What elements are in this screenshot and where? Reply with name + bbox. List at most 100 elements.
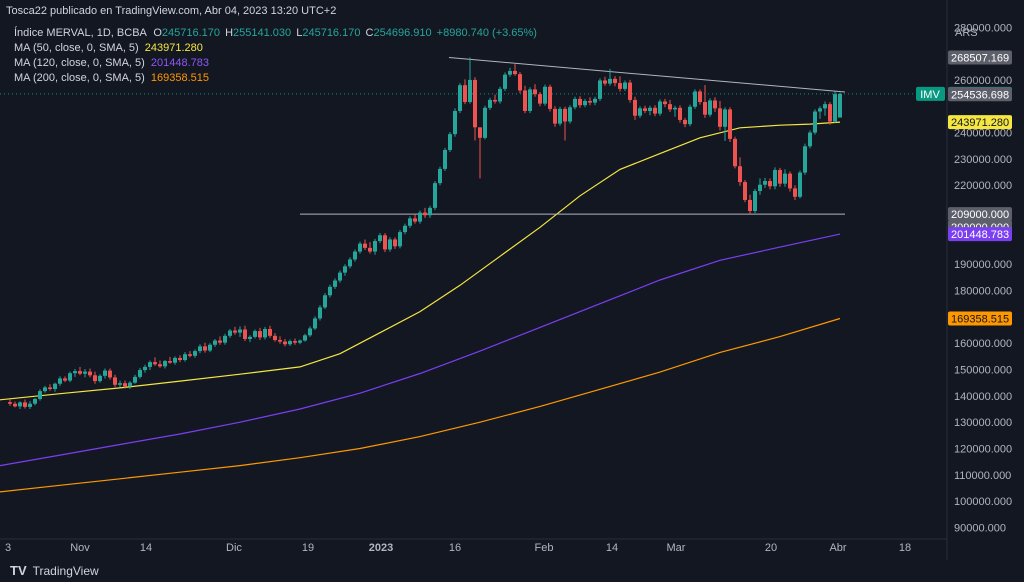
candle-body xyxy=(833,94,837,122)
legend-ma200-label: MA (200, close, 0, SMA, 5) xyxy=(14,72,145,84)
candle-body xyxy=(403,225,407,233)
candle-body xyxy=(493,99,497,102)
candle-body xyxy=(663,101,667,105)
x-tick-label: 16 xyxy=(449,542,461,554)
candle-body xyxy=(183,354,187,361)
y-tick-label: 130000.000 xyxy=(954,417,1012,429)
candle-body xyxy=(558,108,562,124)
candle-body xyxy=(18,402,22,407)
x-tick-label: Mar xyxy=(667,542,686,554)
legend-low-value: 245716.170 xyxy=(302,27,361,39)
legend-open-label: O xyxy=(153,27,162,39)
candle-body xyxy=(43,387,47,392)
candle-body xyxy=(618,83,622,89)
x-tick-label: Feb xyxy=(535,542,554,554)
ma-line xyxy=(0,317,841,493)
candle-body xyxy=(468,79,472,103)
candle-body xyxy=(58,378,62,384)
y-tick-label: 110000.000 xyxy=(954,470,1011,482)
candle-body xyxy=(443,149,447,169)
candle-body xyxy=(68,373,72,381)
candle-body xyxy=(668,104,672,110)
candle-body xyxy=(593,98,597,103)
candle-body xyxy=(228,330,232,336)
y-tick-label: 280000.000 xyxy=(954,22,1012,34)
price-tag-bg xyxy=(948,227,1012,242)
candle-body xyxy=(143,366,147,371)
candle-body xyxy=(53,383,57,389)
candle-body xyxy=(173,357,177,363)
candle-body xyxy=(613,78,617,84)
legend-ma120-label: MA (120, close, 0, SMA, 5) xyxy=(14,57,145,69)
candle-body xyxy=(578,98,582,106)
candle-body xyxy=(78,371,82,374)
y-tick-label: 100000.000 xyxy=(954,496,1012,508)
candle-body xyxy=(473,79,477,128)
candle-body xyxy=(598,80,602,99)
candle-body xyxy=(113,377,117,385)
chart-legend: Índice MERVAL, 1D, BCBA O245716.170 H255… xyxy=(14,26,537,86)
candle-body xyxy=(223,335,227,343)
candle-body xyxy=(523,90,527,111)
candle-body xyxy=(328,286,332,296)
y-tick-label: 230000.000 xyxy=(954,154,1012,166)
candle-body xyxy=(358,243,362,252)
legend-ma200-row[interactable]: MA (200, close, 0, SMA, 5) 169358.515 xyxy=(14,71,537,86)
candle-body xyxy=(433,183,437,208)
candle-body xyxy=(38,391,42,399)
publish-info: Tosca22 publicado en TradingView.com, Ab… xyxy=(6,5,337,17)
legend-symbol[interactable]: Índice MERVAL, 1D, BCBA xyxy=(14,27,147,39)
candle-body xyxy=(318,307,322,319)
candle-body xyxy=(138,370,142,377)
legend-symbol-row: Índice MERVAL, 1D, BCBA O245716.170 H255… xyxy=(14,26,537,41)
candle-body xyxy=(768,181,772,187)
legend-ma200-value: 169358.515 xyxy=(150,72,210,84)
x-tick-label: 20 xyxy=(765,542,777,554)
candle-body xyxy=(758,184,762,192)
price-tag-bg xyxy=(948,311,1012,326)
legend-ma50-row[interactable]: MA (50, close, 0, SMA, 5) 243971.280 xyxy=(14,41,537,56)
y-tick-label: 140000.000 xyxy=(954,391,1012,403)
candle-body xyxy=(798,172,802,197)
candle-body xyxy=(193,351,197,356)
symbol-tag-bg xyxy=(916,86,945,101)
candle-body xyxy=(693,91,697,107)
candle-body xyxy=(308,328,312,336)
x-tick-label: 3 xyxy=(5,542,11,554)
candle-body xyxy=(658,101,662,114)
legend-ma120-value: 201448.783 xyxy=(150,57,210,69)
candle-body xyxy=(653,107,657,114)
x-tick-label: 14 xyxy=(606,542,618,554)
tradingview-logo-icon[interactable]: TV xyxy=(10,563,27,578)
candle-body xyxy=(363,243,367,248)
x-tick-label: 19 xyxy=(302,542,314,554)
candle-body xyxy=(488,99,492,108)
candle-body xyxy=(783,173,787,184)
candle-body xyxy=(413,218,417,222)
legend-ma120-row[interactable]: MA (120, close, 0, SMA, 5) 201448.783 xyxy=(14,56,537,71)
legend-high-label: H xyxy=(225,27,234,39)
candle-body xyxy=(448,134,452,150)
candle-body xyxy=(343,266,347,273)
candle-body xyxy=(638,108,642,116)
candle-body xyxy=(388,239,392,250)
moving-averages xyxy=(0,121,841,493)
candle-body xyxy=(453,110,457,135)
candle-body xyxy=(98,375,102,382)
candle-body xyxy=(688,106,692,125)
candle-body xyxy=(838,93,842,118)
candle-body xyxy=(538,94,542,104)
candle-body xyxy=(123,383,127,387)
candle-body xyxy=(628,82,632,100)
candle-body xyxy=(373,241,377,252)
x-tick-label: 18 xyxy=(899,542,911,554)
publish-header: Tosca22 publicado en TradingView.com, Ab… xyxy=(0,0,1024,22)
y-tick-label: 180000.000 xyxy=(954,286,1012,298)
x-tick-label: 14 xyxy=(140,542,152,554)
candle-body xyxy=(633,99,637,116)
price-tag-label: 243971.280 xyxy=(951,117,1009,129)
candle-body xyxy=(808,132,812,147)
tradingview-brand[interactable]: TradingView xyxy=(32,564,99,578)
candle-body xyxy=(513,70,517,75)
